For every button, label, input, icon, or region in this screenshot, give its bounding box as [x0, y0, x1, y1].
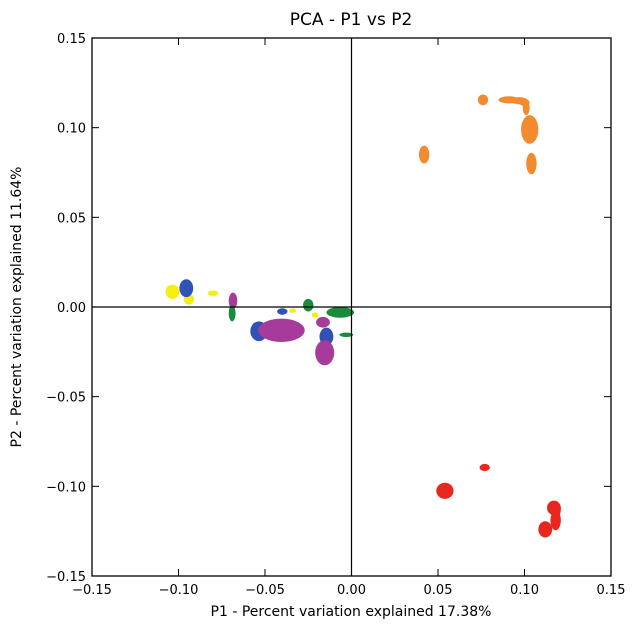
x-tick-label: 0.10 — [510, 583, 539, 598]
data-point-s2-p0 — [165, 284, 180, 299]
data-point-s2-p4 — [311, 312, 319, 318]
data-point-s1-p5 — [553, 502, 561, 517]
data-point-s4-p1 — [258, 318, 305, 342]
data-point-s0-p4 — [522, 100, 530, 116]
data-point-s4-p3 — [315, 340, 335, 366]
y-tick-label: −0.15 — [46, 570, 86, 585]
x-tick-label: −0.15 — [72, 583, 112, 598]
x-tick-label: 0.15 — [597, 583, 626, 598]
data-point-s1-p2 — [538, 521, 553, 538]
data-point-s0-p6 — [526, 152, 537, 175]
x-tick-label: 0.05 — [424, 583, 453, 598]
y-tick-label: 0.15 — [57, 32, 86, 47]
data-point-s2-p2 — [207, 290, 219, 296]
y-tick-label: −0.05 — [46, 391, 86, 406]
data-point-s1-p1 — [479, 463, 490, 472]
x-axis-label: P1 - Percent variation explained 17.38% — [211, 604, 492, 620]
x-tick-label: −0.05 — [245, 583, 285, 598]
data-point-s5-p3 — [339, 332, 354, 337]
data-point-s5-p2 — [326, 307, 355, 318]
points-layer — [165, 94, 561, 538]
data-point-s5-p0 — [228, 305, 236, 322]
data-point-s2-p3 — [289, 308, 297, 313]
data-point-s5-p1 — [303, 298, 314, 312]
data-point-s0-p5 — [521, 115, 539, 144]
x-tick-label: 0.00 — [337, 583, 366, 598]
zero-lines — [92, 38, 611, 576]
data-point-s4-p2 — [316, 316, 330, 328]
y-tick-label: 0.00 — [57, 301, 86, 316]
y-tick-label: 0.05 — [57, 211, 86, 226]
y-tick-label: −0.10 — [46, 480, 86, 495]
y-axis-label: P2 - Percent variation explained 11.64% — [9, 167, 25, 448]
data-point-s4-p0 — [228, 292, 238, 309]
data-point-s0-p7 — [418, 145, 430, 164]
ticks-layer: −0.15 −0.10 −0.05 0.00 0.05 0.10 0.15 0.15 0.10 0… — [46, 32, 625, 598]
x-tick-label: −0.10 — [159, 583, 199, 598]
data-point-s3-p2 — [277, 308, 288, 315]
data-point-s1-p0 — [436, 482, 454, 499]
y-tick-label: 0.10 — [57, 122, 86, 137]
chart-title: PCA - P1 vs P2 — [290, 10, 413, 30]
data-point-s0-p0 — [477, 94, 489, 106]
data-point-s3-p0 — [179, 279, 194, 298]
